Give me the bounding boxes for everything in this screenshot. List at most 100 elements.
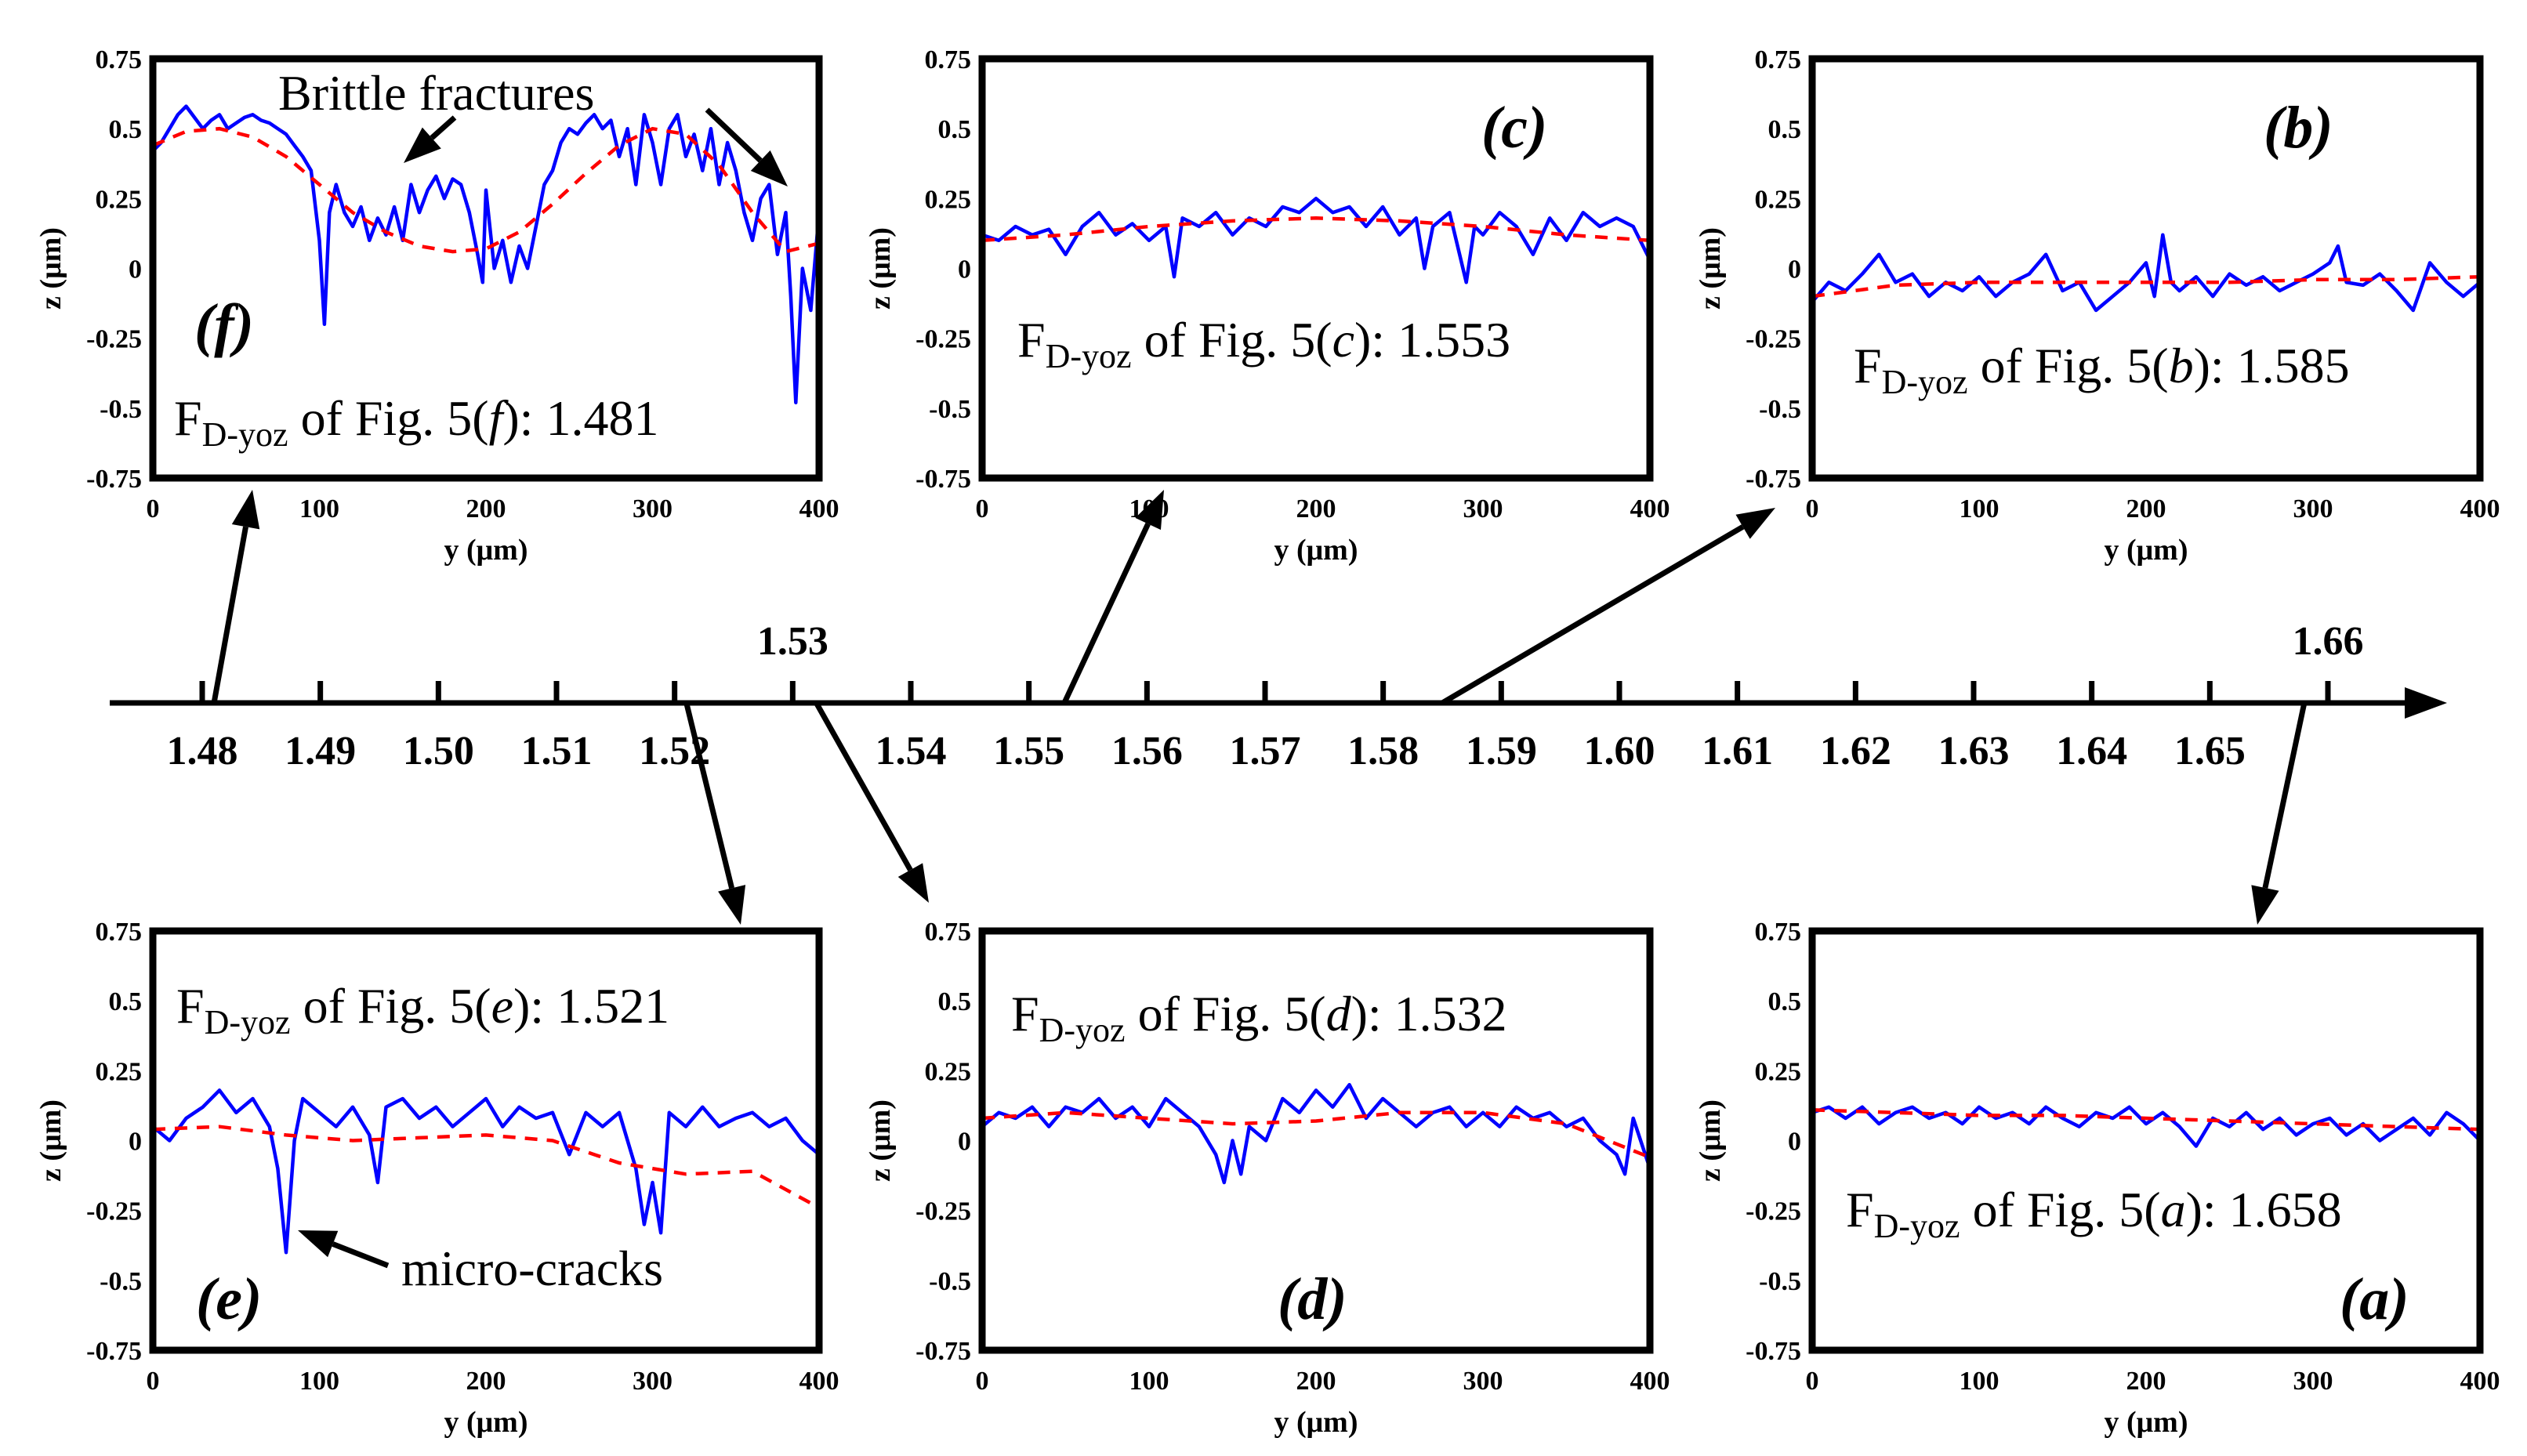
plot-frame bbox=[978, 55, 1654, 482]
y-tick-label: 0.25 bbox=[1755, 185, 1802, 214]
panel-arrow-head bbox=[897, 863, 929, 903]
y-tick-label: 0 bbox=[1788, 1128, 1801, 1157]
y-tick-label: 0.25 bbox=[96, 185, 143, 214]
fd-value-label: FD-yoz of Fig. 5(d): 1.532 bbox=[1011, 986, 1507, 1049]
y-tick-label: -0.25 bbox=[86, 325, 142, 354]
panel-arrow-shaft bbox=[1441, 524, 1745, 706]
panel-arrow-head bbox=[1735, 508, 1775, 539]
y-tick-label: 0.75 bbox=[96, 918, 143, 947]
fd-value-label: FD-yoz of Fig. 5(c): 1.553 bbox=[1017, 312, 1510, 375]
y-tick-label: -0.75 bbox=[915, 1337, 971, 1366]
x-tick-label: 400 bbox=[2460, 1367, 2500, 1396]
panel-c: 0.750.50.250-0.25-0.5-0.750100200300400y… bbox=[864, 45, 1670, 567]
x-tick-label: 400 bbox=[799, 494, 839, 523]
profile-line bbox=[151, 104, 821, 404]
y-tick-label: -0.25 bbox=[1746, 325, 1801, 354]
panel-arrow-head bbox=[1135, 490, 1164, 531]
y-tick-label: 0.25 bbox=[1755, 1057, 1802, 1086]
profile-line bbox=[1811, 233, 2482, 313]
x-tick-label: 300 bbox=[2293, 1367, 2333, 1396]
profile-line bbox=[151, 1088, 821, 1255]
x-axis-label: y (μm) bbox=[1274, 534, 1358, 567]
number-line-label: 1.53 bbox=[757, 619, 828, 664]
x-tick-label: 200 bbox=[1296, 1367, 1336, 1396]
panel-arrow-head bbox=[750, 150, 788, 187]
number-line-label: 1.57 bbox=[1230, 729, 1301, 773]
x-tick-label: 400 bbox=[1630, 494, 1670, 523]
x-tick-label: 100 bbox=[1129, 1367, 1169, 1396]
x-axis-label: y (μm) bbox=[2104, 1406, 2188, 1439]
number-line-label: 1.62 bbox=[1820, 729, 1891, 773]
panel-letter: (d) bbox=[1278, 1266, 1347, 1332]
number-line-arrowhead bbox=[2405, 687, 2447, 719]
panel-arrow-shaft bbox=[814, 701, 913, 871]
y-tick-label: 0.75 bbox=[96, 45, 143, 74]
panel-arrow-shaft bbox=[683, 702, 734, 889]
x-tick-label: 100 bbox=[299, 494, 339, 523]
x-tick-label: 100 bbox=[1960, 1367, 1999, 1396]
number-line-label: 1.50 bbox=[403, 729, 474, 773]
panel-letter: (a) bbox=[2340, 1266, 2409, 1332]
x-tick-label: 300 bbox=[633, 1367, 673, 1396]
y-tick-label: 0.75 bbox=[925, 918, 972, 947]
y-tick-label: 0.5 bbox=[938, 987, 972, 1016]
number-line-label: 1.65 bbox=[2174, 729, 2246, 773]
fit-curve bbox=[1811, 1108, 2481, 1132]
x-tick-label: 200 bbox=[2126, 1367, 2166, 1396]
x-tick-label: 0 bbox=[1806, 1367, 1819, 1396]
number-line-label: 1.63 bbox=[1938, 729, 2010, 773]
fd-number-line: 1.48 1.49 1.50 1.51 1.521.531.54 1.55 1.56 1.57… bbox=[110, 619, 2447, 773]
y-tick-label: 0 bbox=[129, 255, 142, 284]
y-axis-label: z (μm) bbox=[34, 227, 67, 310]
y-tick-label: -0.25 bbox=[915, 325, 971, 354]
panel-arrow-shaft bbox=[1061, 523, 1151, 704]
plot-frame bbox=[149, 55, 823, 482]
y-tick-label: -0.75 bbox=[1746, 465, 1801, 494]
x-tick-label: 0 bbox=[147, 494, 160, 523]
plot-frame bbox=[978, 927, 1654, 1354]
y-tick-label: 0.25 bbox=[925, 1057, 972, 1086]
y-tick-label: 0 bbox=[958, 1128, 971, 1157]
number-line-label: 1.54 bbox=[876, 729, 947, 773]
fit-curve bbox=[981, 216, 1651, 243]
panel-arrow-head bbox=[2251, 885, 2279, 925]
panel-e: 0.750.50.250-0.25-0.5-0.750 100 200 300 400y… bbox=[34, 918, 839, 1439]
x-tick-label: 0 bbox=[147, 1367, 160, 1396]
number-line-label: 1.64 bbox=[2056, 729, 2127, 773]
fit-curve bbox=[1811, 274, 2481, 299]
panel-arrow-head bbox=[718, 885, 746, 925]
annotations: Brittle fractures micro-cracks bbox=[278, 65, 663, 1296]
y-tick-label: 0 bbox=[1788, 255, 1801, 284]
x-tick-label: 200 bbox=[466, 494, 506, 523]
panel-b: 0.750.50.250-0.25-0.5-0.750 100 200 300 400y… bbox=[1694, 45, 2500, 567]
x-tick-label: 200 bbox=[1296, 494, 1336, 523]
y-tick-label: 0.5 bbox=[938, 115, 972, 144]
panel-arrows bbox=[211, 107, 2308, 1269]
y-tick-label: -0.75 bbox=[86, 1337, 142, 1366]
x-tick-label: 100 bbox=[299, 1367, 339, 1396]
panel-letter: (c) bbox=[1481, 95, 1547, 161]
panel-letter: (f) bbox=[194, 292, 254, 358]
brittle-fractures-label: Brittle fractures bbox=[278, 65, 594, 121]
number-line-label: 1.49 bbox=[285, 729, 356, 773]
number-line-label: 1.66 bbox=[2293, 619, 2364, 664]
y-tick-label: -0.5 bbox=[1759, 395, 1801, 424]
y-tick-label: 0.25 bbox=[925, 185, 972, 214]
x-axis-label: y (μm) bbox=[2104, 534, 2188, 567]
x-tick-label: 300 bbox=[1463, 1367, 1503, 1396]
y-tick-label: -0.5 bbox=[929, 395, 971, 424]
panel-d: 0.750.50.250-0.25-0.5-0.750 100 200 300 400y… bbox=[864, 918, 1670, 1439]
plot-frame bbox=[1808, 55, 2484, 482]
y-tick-label: 0.5 bbox=[1768, 987, 1802, 1016]
y-tick-label: 0 bbox=[129, 1128, 142, 1157]
x-tick-label: 400 bbox=[799, 1367, 839, 1396]
number-line-label: 1.55 bbox=[993, 729, 1064, 773]
y-tick-label: -0.5 bbox=[1759, 1267, 1801, 1296]
y-tick-label: 0.25 bbox=[96, 1057, 143, 1086]
number-line-label: 1.61 bbox=[1702, 729, 1773, 773]
y-tick-label: -0.5 bbox=[929, 1267, 971, 1296]
panel-arrow-head bbox=[404, 127, 441, 163]
x-tick-label: 400 bbox=[1630, 1367, 1670, 1396]
plot-frame bbox=[149, 927, 823, 1354]
fit-curve bbox=[152, 1125, 821, 1210]
